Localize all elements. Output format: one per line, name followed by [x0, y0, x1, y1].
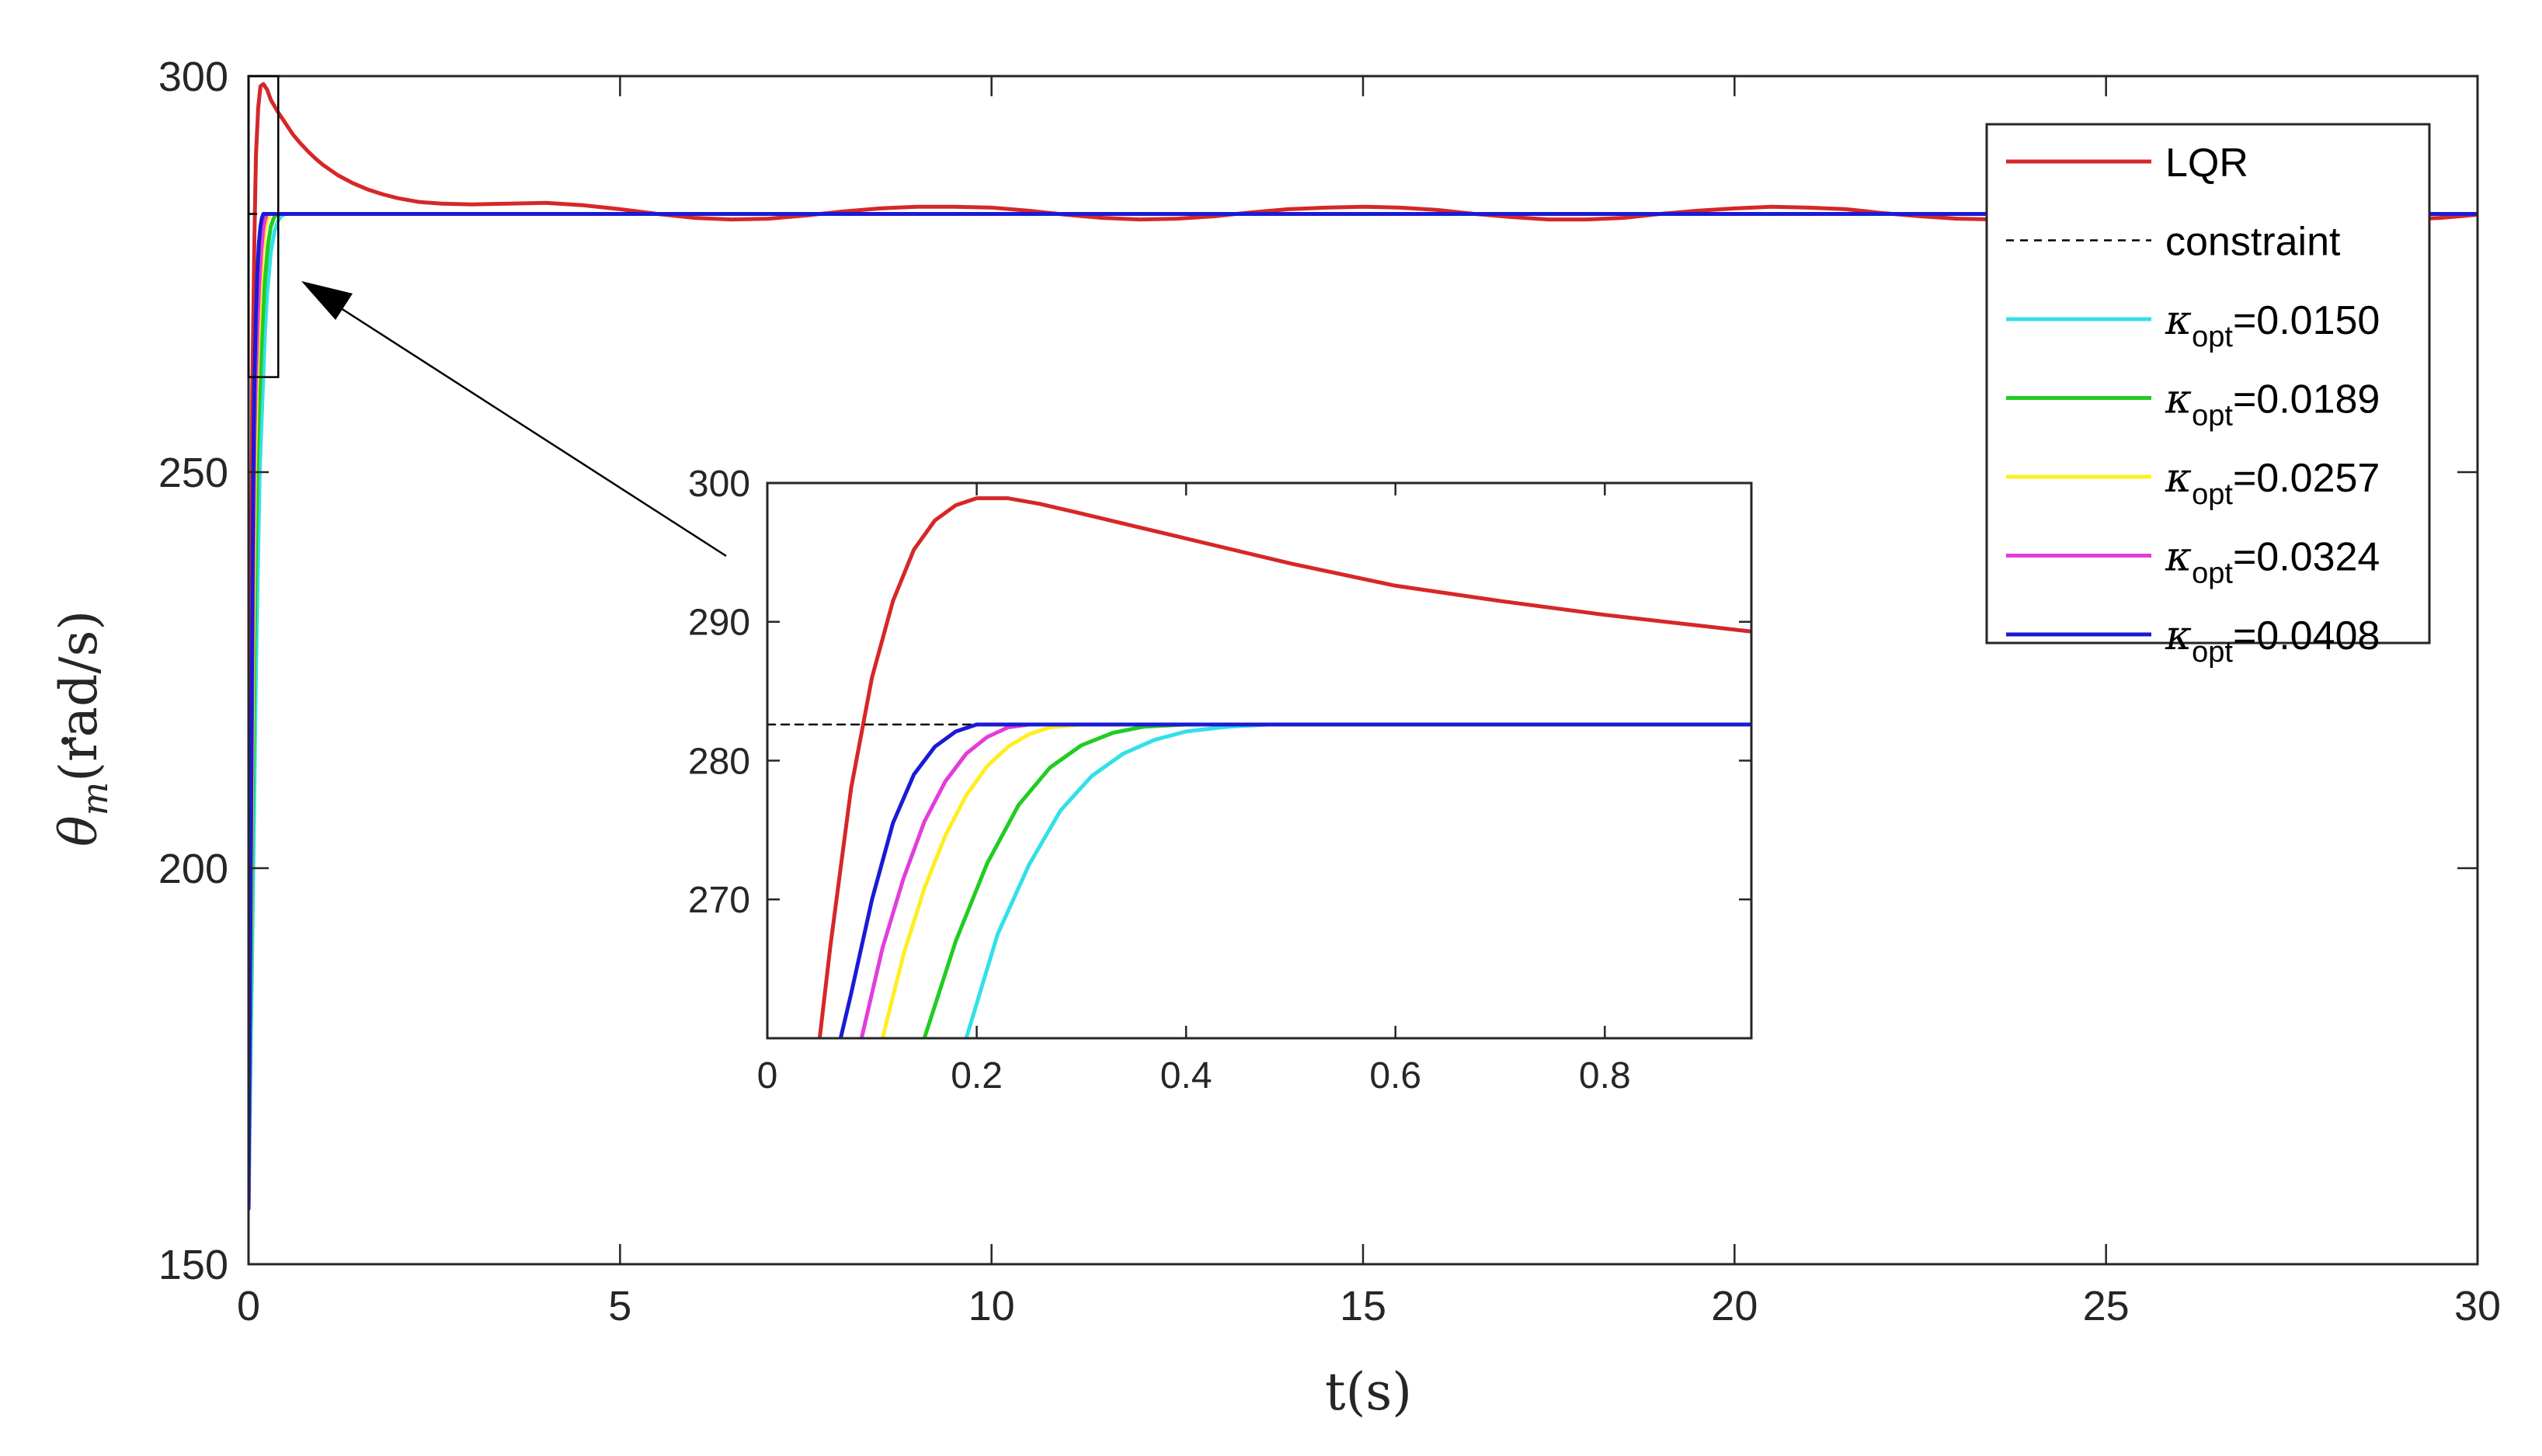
main-xtick-label: 25 [2083, 1283, 2130, 1329]
legend-kappa-subscript: opt [2192, 636, 2233, 669]
inset-ticks-group: 0 0.2 0.4 0.6 0.8 270 280 290 300 [688, 464, 1751, 1096]
legend-label-constraint: constraint [2165, 220, 2341, 265]
inset-series-lqr [817, 496, 1751, 1038]
legend: LQRconstraintκopt=0.0150κopt=0.0189κopt=… [1985, 123, 2431, 669]
main-series-group [249, 82, 2478, 1211]
main-axes: 0 5 10 15 20 25 30 150 200 250 300 t(s) θm(rad/s) [49, 54, 2501, 1422]
y-axis-label-symbol: θ [49, 815, 109, 846]
legend-label-k0150: κopt=0.0150 [2165, 297, 2380, 353]
legend-label-lqr: LQR [2165, 141, 2248, 186]
main-ytick-label: 200 [158, 846, 228, 892]
inset-ytick-label: 270 [688, 880, 750, 921]
legend-kappa-symbol: κ [2165, 297, 2192, 344]
legend-label-k0257: κopt=0.0257 [2165, 455, 2380, 511]
legend-kappa-value: =0.0324 [2233, 535, 2380, 580]
main-xtick-label: 0 [237, 1283, 260, 1329]
y-axis-label-subscript: m [74, 782, 116, 816]
y-axis-label-unit: (rad/s) [49, 610, 109, 782]
inset-xtick-label: 0.8 [1579, 1055, 1631, 1096]
legend-kappa-value: =0.0408 [2233, 613, 2380, 659]
inset-ytick-label: 280 [688, 741, 750, 782]
legend-kappa-value: =0.0257 [2233, 456, 2380, 501]
legend-kappa-symbol: κ [2165, 377, 2192, 423]
legend-kappa-subscript: opt [2192, 400, 2233, 433]
inset-xtick-label: 0 [757, 1055, 778, 1096]
legend-kappa-symbol: κ [2165, 455, 2192, 502]
inset-axes: 0 0.2 0.4 0.6 0.8 270 280 290 300 [688, 464, 1753, 1096]
main-xtick-label: 30 [2454, 1283, 2501, 1329]
inset-ytick-label: 290 [688, 603, 750, 644]
main-ytick-label: 250 [158, 450, 228, 496]
legend-label-k0189: κopt=0.0189 [2165, 377, 2380, 433]
legend-kappa-subscript: opt [2192, 478, 2233, 511]
inset-background [767, 483, 1751, 1038]
inset-ytick-label: 300 [688, 464, 750, 505]
legend-label-k0408: κopt=0.0408 [2165, 613, 2380, 669]
inset-series-group [767, 496, 1751, 1038]
legend-kappa-subscript: opt [2192, 321, 2233, 353]
y-axis-label: θm(rad/s) [49, 610, 116, 846]
main-ytick-label: 300 [158, 54, 228, 100]
legend-kappa-value: =0.0189 [2233, 377, 2380, 422]
main-xtick-label: 15 [1340, 1283, 1386, 1329]
zoom-arrow-head [301, 281, 353, 320]
x-axis-label: t(s) [1325, 1362, 1412, 1422]
main-ytick-label: 150 [158, 1242, 228, 1288]
main-xtick-label: 10 [968, 1283, 1015, 1329]
main-ticks-group: 0 5 10 15 20 25 30 150 200 250 300 [158, 54, 2501, 1329]
inset-xtick-label: 0.4 [1160, 1055, 1212, 1096]
legend-items: LQRconstraintκopt=0.0150κopt=0.0189κopt=… [2006, 141, 2380, 669]
legend-kappa-value: =0.0150 [2233, 298, 2380, 343]
inset-xtick-label: 0.6 [1369, 1055, 1421, 1096]
main-series-k0408 [249, 211, 2478, 1211]
inset-xtick-label: 0.2 [951, 1055, 1003, 1096]
legend-label-k0324: κopt=0.0324 [2165, 534, 2380, 590]
zoom-region-box [247, 75, 280, 378]
y-axis-label-dot-accent [61, 737, 69, 745]
inset-series-k0408 [838, 722, 1751, 1038]
zoom-arrow-line [329, 300, 727, 558]
legend-kappa-symbol: κ [2165, 613, 2192, 659]
legend-kappa-symbol: κ [2165, 534, 2192, 581]
main-xtick-label: 5 [608, 1283, 631, 1329]
legend-kappa-subscript: opt [2192, 558, 2233, 590]
main-xtick-label: 20 [1711, 1283, 1758, 1329]
